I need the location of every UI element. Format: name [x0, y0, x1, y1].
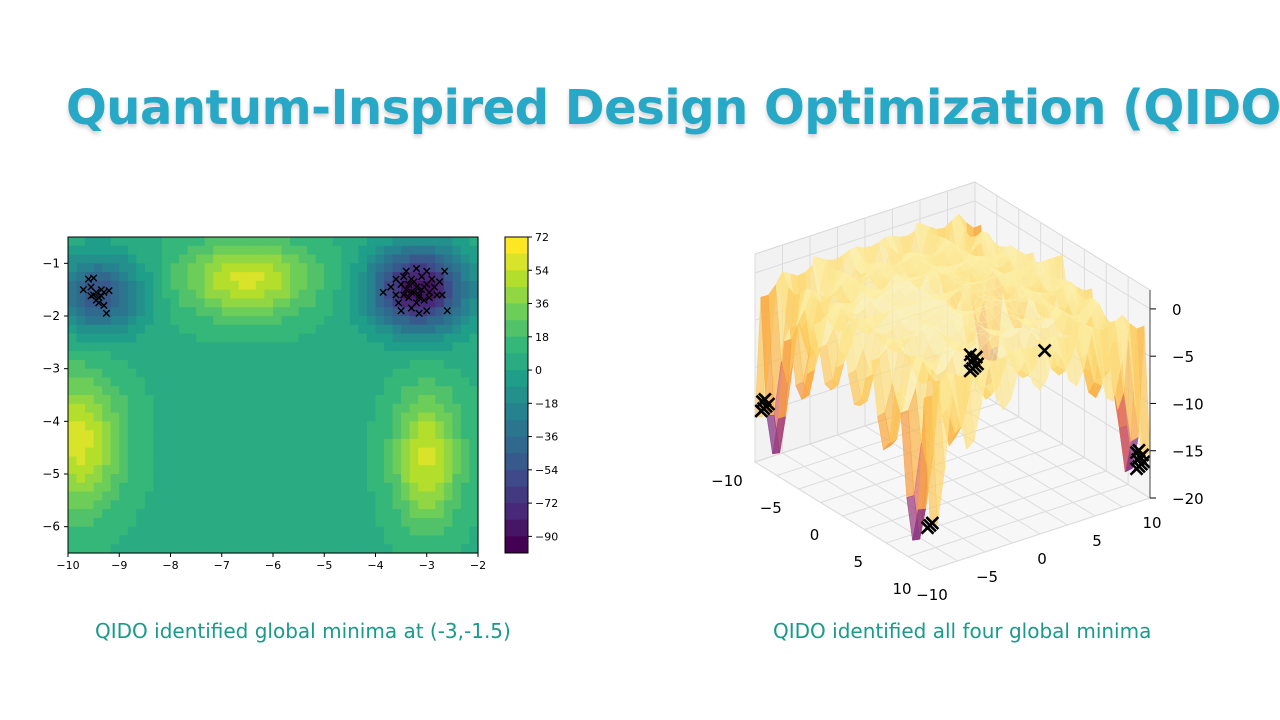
- x-tick-label: −5: [760, 499, 782, 517]
- marker-point: [100, 288, 108, 296]
- colorbar-tick-label: 54: [535, 264, 549, 277]
- colorbar-tick-label: 36: [535, 298, 549, 311]
- z-tick-label: −20: [1172, 490, 1204, 508]
- marker-point: [757, 392, 772, 407]
- x-tick-label: 5: [853, 553, 863, 571]
- colorbar-tick-label: 72: [535, 231, 549, 244]
- marker-point: [420, 296, 428, 304]
- floor-grid-line: [864, 425, 1041, 535]
- contour-markers: [79, 264, 451, 318]
- marker-point: [925, 516, 940, 531]
- y-tick-label: −1: [42, 256, 60, 270]
- marker-point: [443, 307, 451, 315]
- marker-point: [407, 288, 416, 296]
- marker-point: [79, 285, 88, 294]
- y-tick-label: −10: [916, 586, 948, 604]
- colorbar-tick-label: −54: [535, 464, 558, 477]
- marker-point: [415, 309, 423, 318]
- marker-point: [415, 293, 423, 302]
- x-tick-label: −10: [711, 472, 743, 490]
- marker-point: [405, 280, 413, 289]
- y-tick-label: −4: [42, 414, 60, 428]
- x-tick-label: −3: [419, 559, 435, 572]
- marker-point: [379, 288, 387, 296]
- colorbar: 72 54 36 18 0 −18 −36 −54 −72 −90: [504, 231, 558, 554]
- y-tick-label: −2: [42, 309, 60, 323]
- marker-point: [438, 291, 446, 299]
- marker-point: [100, 301, 108, 310]
- y-tick-label: −5: [976, 568, 998, 586]
- z-tick-label: −15: [1172, 443, 1204, 461]
- contour-field: [68, 237, 479, 554]
- colorbar-tick-label: 18: [535, 331, 549, 344]
- slide-title: Quantum-Inspired Design Optimization (QI…: [66, 80, 1280, 136]
- x-tick-label: 0: [810, 526, 820, 544]
- marker-point: [89, 274, 98, 282]
- marker-point: [394, 299, 403, 307]
- y-tick-label: −6: [42, 520, 60, 534]
- caption-surface: QIDO identified all four global minima: [773, 619, 1152, 643]
- x-tick-label: −5: [316, 559, 332, 572]
- x-tick-label: −2: [470, 559, 486, 572]
- z-tick-label: −10: [1172, 395, 1204, 413]
- marker-point: [423, 307, 431, 315]
- surface-markers: [754, 343, 1151, 535]
- marker-point: [97, 292, 106, 300]
- marker-point: [425, 293, 434, 302]
- marker-point: [435, 278, 444, 286]
- marker-point: [1132, 443, 1146, 458]
- x-tick-label: 10: [892, 580, 911, 598]
- caption-contour: QIDO identified global minima at (-3,-1.…: [95, 619, 511, 643]
- y-tick-label: 0: [1037, 550, 1047, 568]
- colorbar-tick-label: −90: [535, 530, 558, 543]
- marker-point: [87, 283, 95, 291]
- marker-point: [87, 292, 95, 300]
- floor-grid-line: [929, 497, 1151, 571]
- marker-point: [420, 283, 428, 291]
- colorbar-tick-label: −72: [535, 497, 558, 510]
- marker-point: [397, 307, 405, 315]
- x-tick-label: −9: [111, 559, 127, 572]
- marker-point: [102, 309, 111, 318]
- colorbar-tick-label: 0: [535, 364, 542, 377]
- marker-point: [423, 267, 431, 275]
- marker-point: [428, 275, 436, 283]
- marker-point: [399, 272, 408, 281]
- marker-point: [392, 275, 400, 283]
- z-tick-label: −5: [1172, 348, 1194, 366]
- colorbar-frame: [504, 236, 529, 554]
- colorbar-tick-label: −18: [535, 397, 558, 410]
- y-tick-label: 10: [1142, 514, 1161, 532]
- marker-point: [399, 291, 408, 299]
- x-tick-label: −10: [56, 559, 79, 572]
- z-tick-label: 0: [1172, 301, 1182, 319]
- surface-mesh: [754, 213, 1151, 541]
- marker-point: [412, 264, 421, 273]
- marker-point: [407, 304, 416, 312]
- y-tick-label: −5: [42, 467, 60, 481]
- marker-point: [963, 347, 978, 362]
- marker-point: [402, 267, 410, 275]
- x-tick-label: −6: [265, 559, 281, 572]
- x-tick-label: −8: [162, 559, 178, 572]
- x-tick-label: −7: [214, 559, 230, 572]
- marker-point: [440, 267, 449, 275]
- marker-point: [387, 283, 395, 291]
- marker-point: [1037, 343, 1052, 358]
- x-tick-label: −4: [367, 559, 383, 572]
- floor-grid-line: [907, 484, 1129, 557]
- marker-point: [407, 275, 416, 283]
- marker-point: [392, 291, 400, 299]
- y-tick-label: 5: [1092, 532, 1102, 550]
- wall-grid-line: [754, 200, 976, 274]
- y-tick-label: −3: [42, 362, 60, 376]
- colorbar-tick-label: −36: [535, 431, 558, 444]
- floor-grid-line: [864, 457, 1085, 530]
- marker-point: [105, 287, 113, 295]
